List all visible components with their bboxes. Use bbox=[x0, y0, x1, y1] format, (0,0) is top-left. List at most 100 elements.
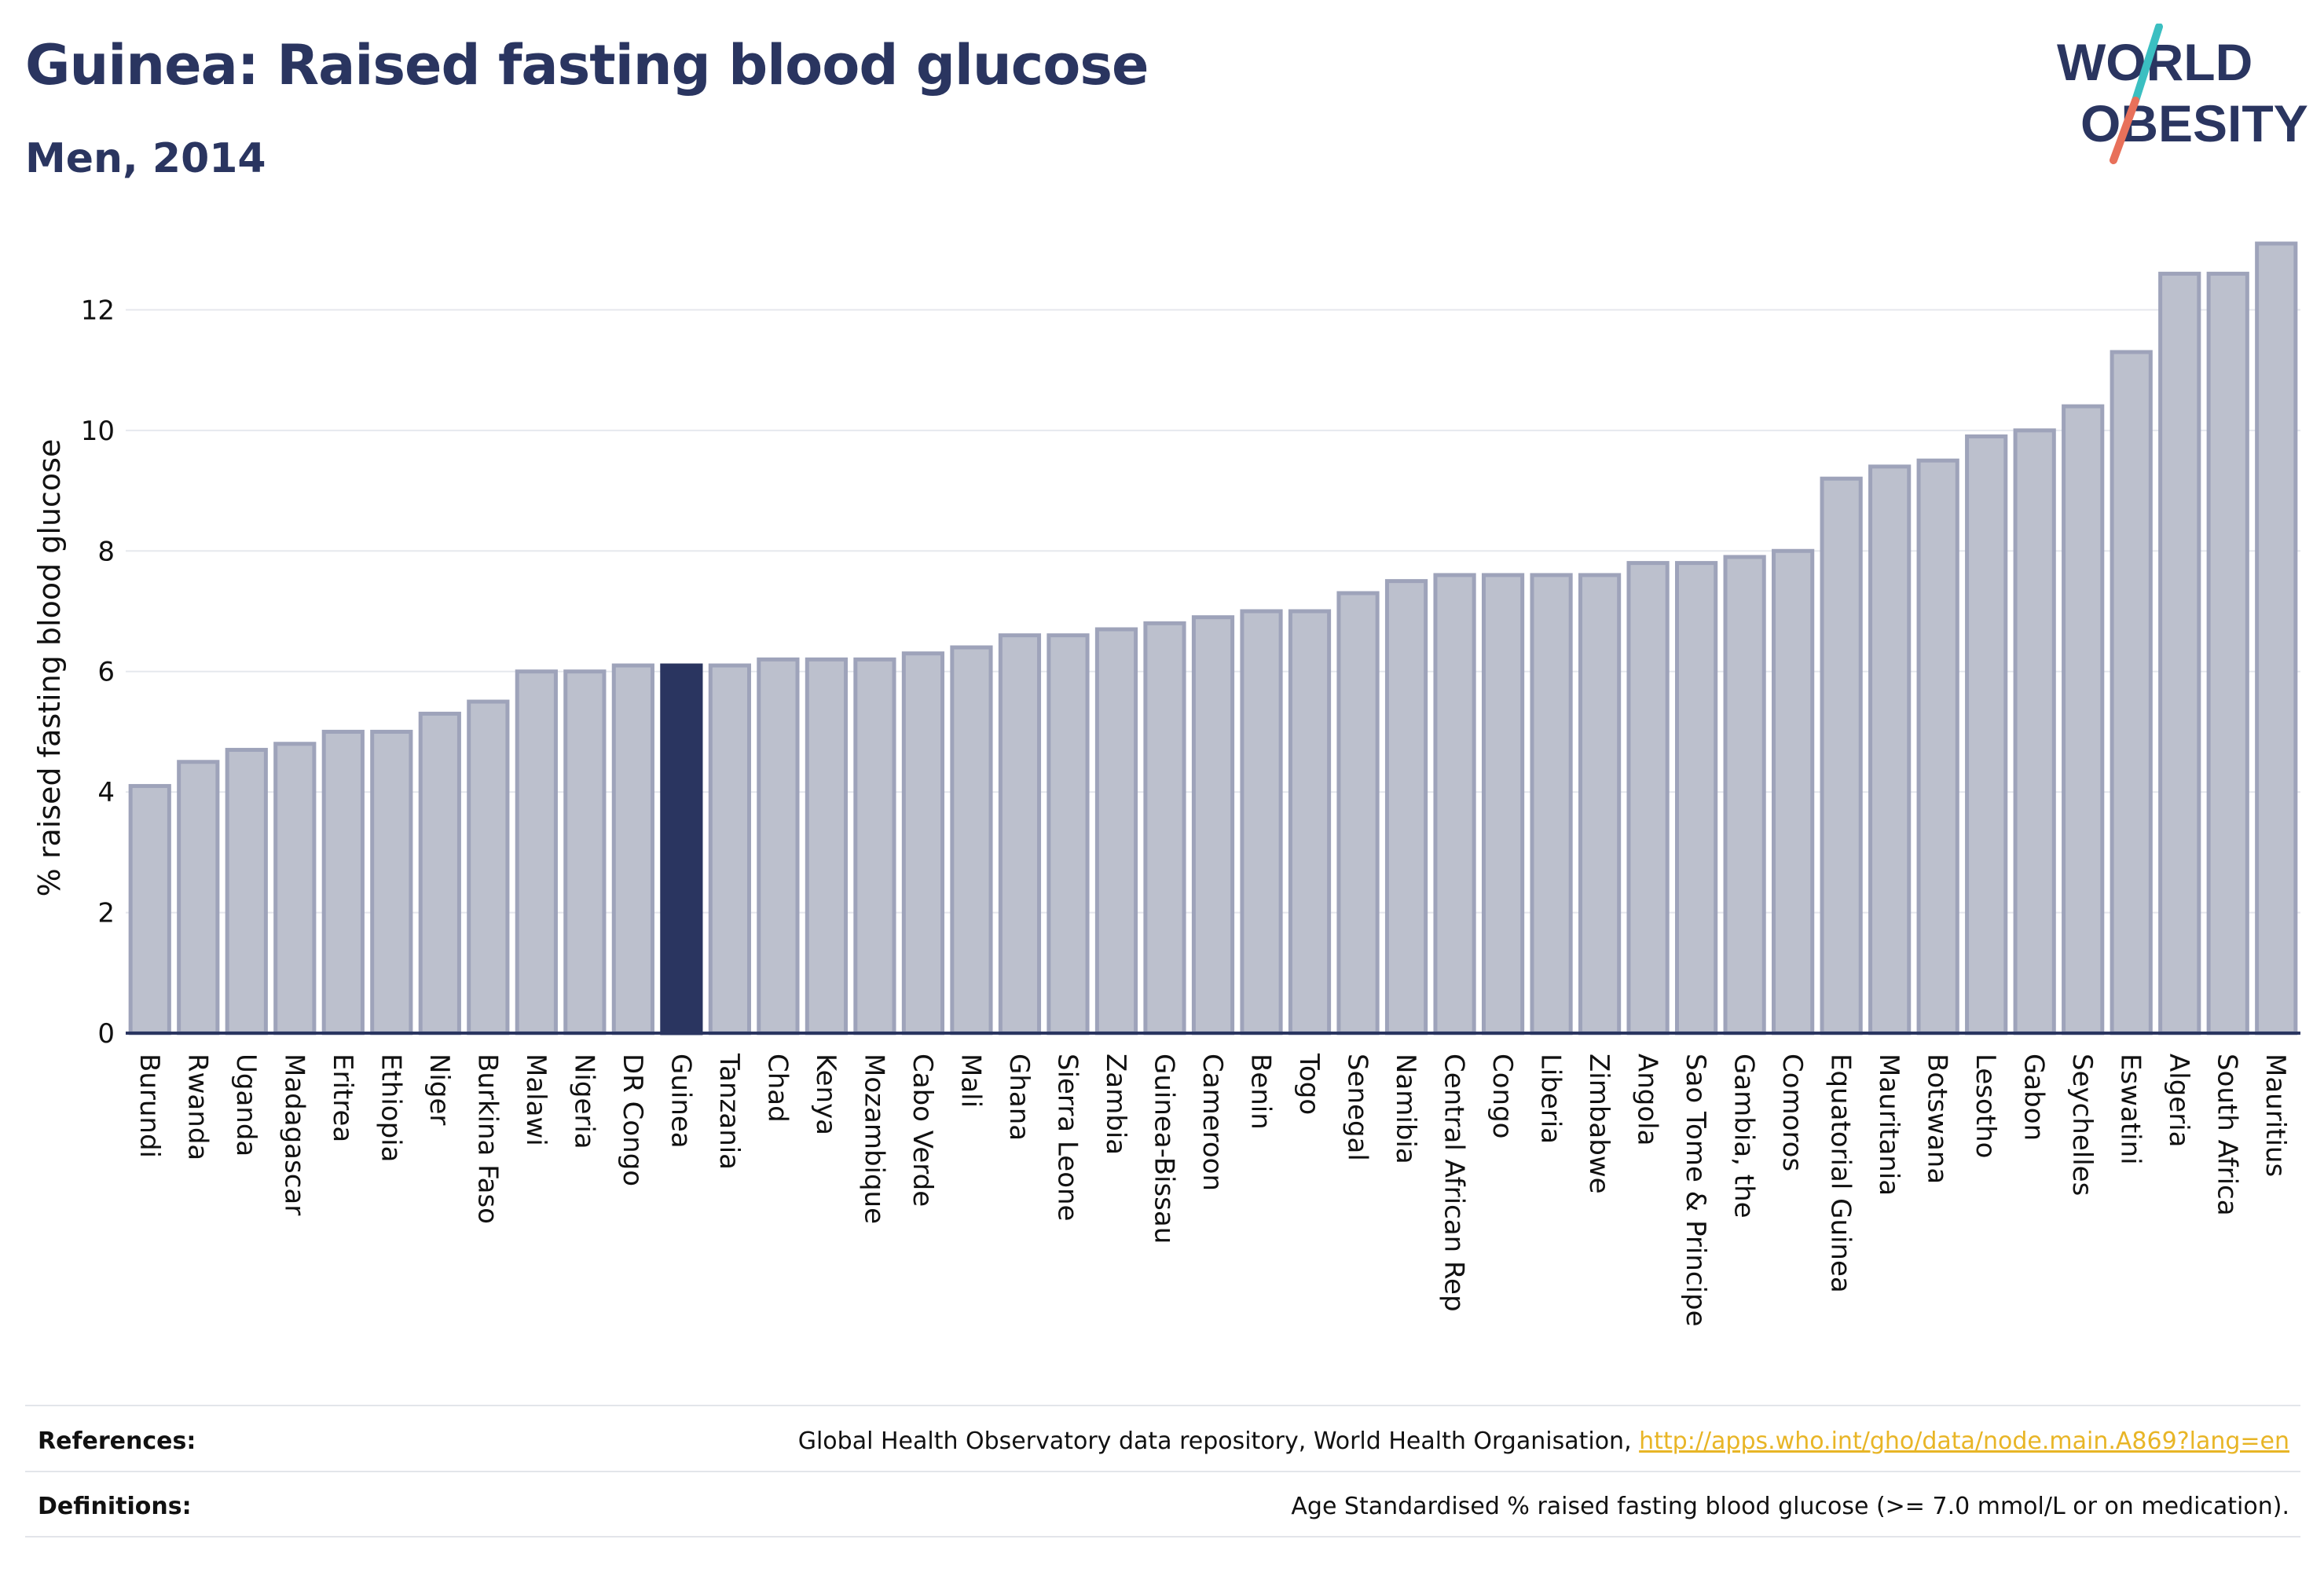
bar bbox=[1916, 458, 1959, 1035]
bar bbox=[2158, 271, 2201, 1035]
bar bbox=[370, 729, 413, 1035]
definitions-text: Age Standardised % raised fasting blood … bbox=[1291, 1493, 2289, 1520]
logo-slash-bottom bbox=[2110, 97, 2139, 164]
bar bbox=[1578, 573, 1622, 1035]
x-tick-label: Gabon bbox=[2018, 1054, 2050, 1141]
bar bbox=[1481, 573, 1525, 1035]
x-tick-label: Cabo Verde bbox=[907, 1054, 938, 1207]
references-label: References: bbox=[38, 1428, 196, 1455]
x-tick-label: Equatorial Guinea bbox=[1825, 1054, 1857, 1293]
bar bbox=[1433, 573, 1476, 1035]
y-tick-label: 4 bbox=[97, 777, 115, 808]
bar bbox=[1384, 579, 1428, 1035]
x-tick-label: Sierra Leone bbox=[1051, 1054, 1083, 1221]
chart-title: Guinea: Raised fasting blood glucose bbox=[25, 33, 1149, 97]
bar bbox=[1675, 561, 1718, 1035]
bar bbox=[708, 663, 751, 1035]
x-tick-label: Niger bbox=[423, 1054, 455, 1125]
bar-chart: 0 2 4 6 8 10 12 Burundi Rwanda Uganda Madagascar E… bbox=[32, 241, 2300, 1327]
y-tick-label: 8 bbox=[97, 536, 115, 567]
bar bbox=[128, 783, 171, 1035]
bar bbox=[2013, 428, 2056, 1035]
x-tick-label: Comoros bbox=[1776, 1054, 1808, 1171]
bar bbox=[515, 669, 558, 1035]
bar bbox=[1868, 464, 1912, 1035]
x-tick-label: Guinea bbox=[665, 1054, 696, 1149]
bar bbox=[1772, 548, 1815, 1035]
bar bbox=[1240, 609, 1283, 1035]
references-link[interactable]: http://apps.who.int/gho/data/node.main.A… bbox=[1639, 1428, 2289, 1455]
x-tick-label: Senegal bbox=[1342, 1054, 1373, 1161]
bar bbox=[321, 729, 365, 1035]
bar bbox=[1143, 621, 1186, 1035]
x-tick-label: Liberia bbox=[1535, 1054, 1567, 1144]
x-tick-label: Namibia bbox=[1390, 1054, 1421, 1164]
x-tick-label: Tanzania bbox=[713, 1053, 745, 1170]
x-tick-label: Seychelles bbox=[2066, 1054, 2098, 1196]
x-tick-label: Angola bbox=[1632, 1054, 1663, 1145]
definitions-label: Definitions: bbox=[38, 1493, 192, 1520]
x-tick-label: Zambia bbox=[1100, 1054, 1131, 1155]
bar bbox=[1094, 627, 1138, 1035]
y-tick-label: 6 bbox=[97, 657, 115, 688]
x-tick-label: Sao Tome & Principe bbox=[1680, 1054, 1711, 1327]
bar bbox=[998, 633, 1042, 1035]
footer-divider-middle bbox=[25, 1471, 2300, 1472]
x-tick-label: Chad bbox=[761, 1054, 793, 1123]
bar bbox=[611, 663, 654, 1035]
bar bbox=[1191, 615, 1235, 1035]
chart-subtitle: Men, 2014 bbox=[25, 135, 266, 182]
footer-divider-top bbox=[25, 1405, 2300, 1406]
x-tick-label: Rwanda bbox=[181, 1054, 213, 1160]
bar bbox=[1047, 633, 1090, 1035]
references-text: Global Health Observatory data repositor… bbox=[798, 1428, 2289, 1455]
x-tick-label: Cameroon bbox=[1197, 1054, 1228, 1191]
x-tick-label: Gambia, the bbox=[1728, 1054, 1760, 1219]
bar bbox=[1965, 434, 2008, 1035]
world-obesity-logo: WORLD OBESITY bbox=[2057, 24, 2308, 164]
bar bbox=[853, 657, 896, 1035]
x-tick-label: Malawi bbox=[520, 1054, 552, 1146]
bar bbox=[805, 657, 849, 1035]
x-tick-label: Congo bbox=[1486, 1054, 1518, 1138]
x-tick-label: Botswana bbox=[1922, 1054, 1953, 1184]
bar bbox=[177, 760, 220, 1035]
x-tick-label: Burkina Faso bbox=[471, 1054, 503, 1224]
x-tick-labels: Burundi Rwanda Uganda Madagascar Eritrea Ethi… bbox=[134, 1053, 2291, 1327]
y-tick-label: 10 bbox=[81, 416, 115, 447]
x-tick-label: Algeria bbox=[2163, 1054, 2194, 1147]
x-tick-label: Eritrea bbox=[327, 1054, 358, 1142]
bar bbox=[1723, 555, 1766, 1035]
bar bbox=[1336, 591, 1380, 1035]
logo-slash-top bbox=[2132, 24, 2163, 104]
x-tick-label: Togo bbox=[1293, 1053, 1325, 1115]
footer-divider-bottom bbox=[25, 1536, 2300, 1538]
x-tick-label: South Africa bbox=[2212, 1054, 2243, 1216]
x-tick-label: Mozambique bbox=[858, 1054, 889, 1224]
bar bbox=[2110, 350, 2153, 1035]
bar bbox=[901, 651, 945, 1035]
bar bbox=[1626, 561, 1670, 1035]
y-tick-label: 2 bbox=[97, 898, 115, 929]
bar bbox=[563, 669, 607, 1035]
y-tick-labels: 0 2 4 6 8 10 12 bbox=[81, 295, 115, 1050]
x-tick-label: Nigeria bbox=[568, 1054, 599, 1149]
x-tick-label: Mauritania bbox=[1873, 1054, 1904, 1196]
x-tick-label: Eswatini bbox=[2115, 1054, 2146, 1165]
bar bbox=[1820, 476, 1863, 1035]
x-tick-label: Burundi bbox=[134, 1054, 165, 1158]
bar bbox=[467, 699, 510, 1035]
bar bbox=[1288, 609, 1332, 1035]
bars bbox=[128, 241, 2298, 1035]
bar bbox=[2062, 404, 2105, 1035]
x-tick-label: Ethiopia bbox=[375, 1054, 406, 1162]
bar bbox=[1530, 573, 1573, 1035]
bar bbox=[418, 711, 461, 1035]
y-tick-label: 0 bbox=[97, 1018, 115, 1050]
bar-highlighted bbox=[660, 663, 703, 1035]
x-tick-label: Mali bbox=[955, 1054, 986, 1108]
x-tick-label: DR Congo bbox=[617, 1054, 648, 1186]
x-tick-label: Mauritius bbox=[2260, 1054, 2291, 1177]
x-tick-label: Uganda bbox=[230, 1054, 262, 1156]
x-tick-label: Benin bbox=[1245, 1054, 1277, 1130]
